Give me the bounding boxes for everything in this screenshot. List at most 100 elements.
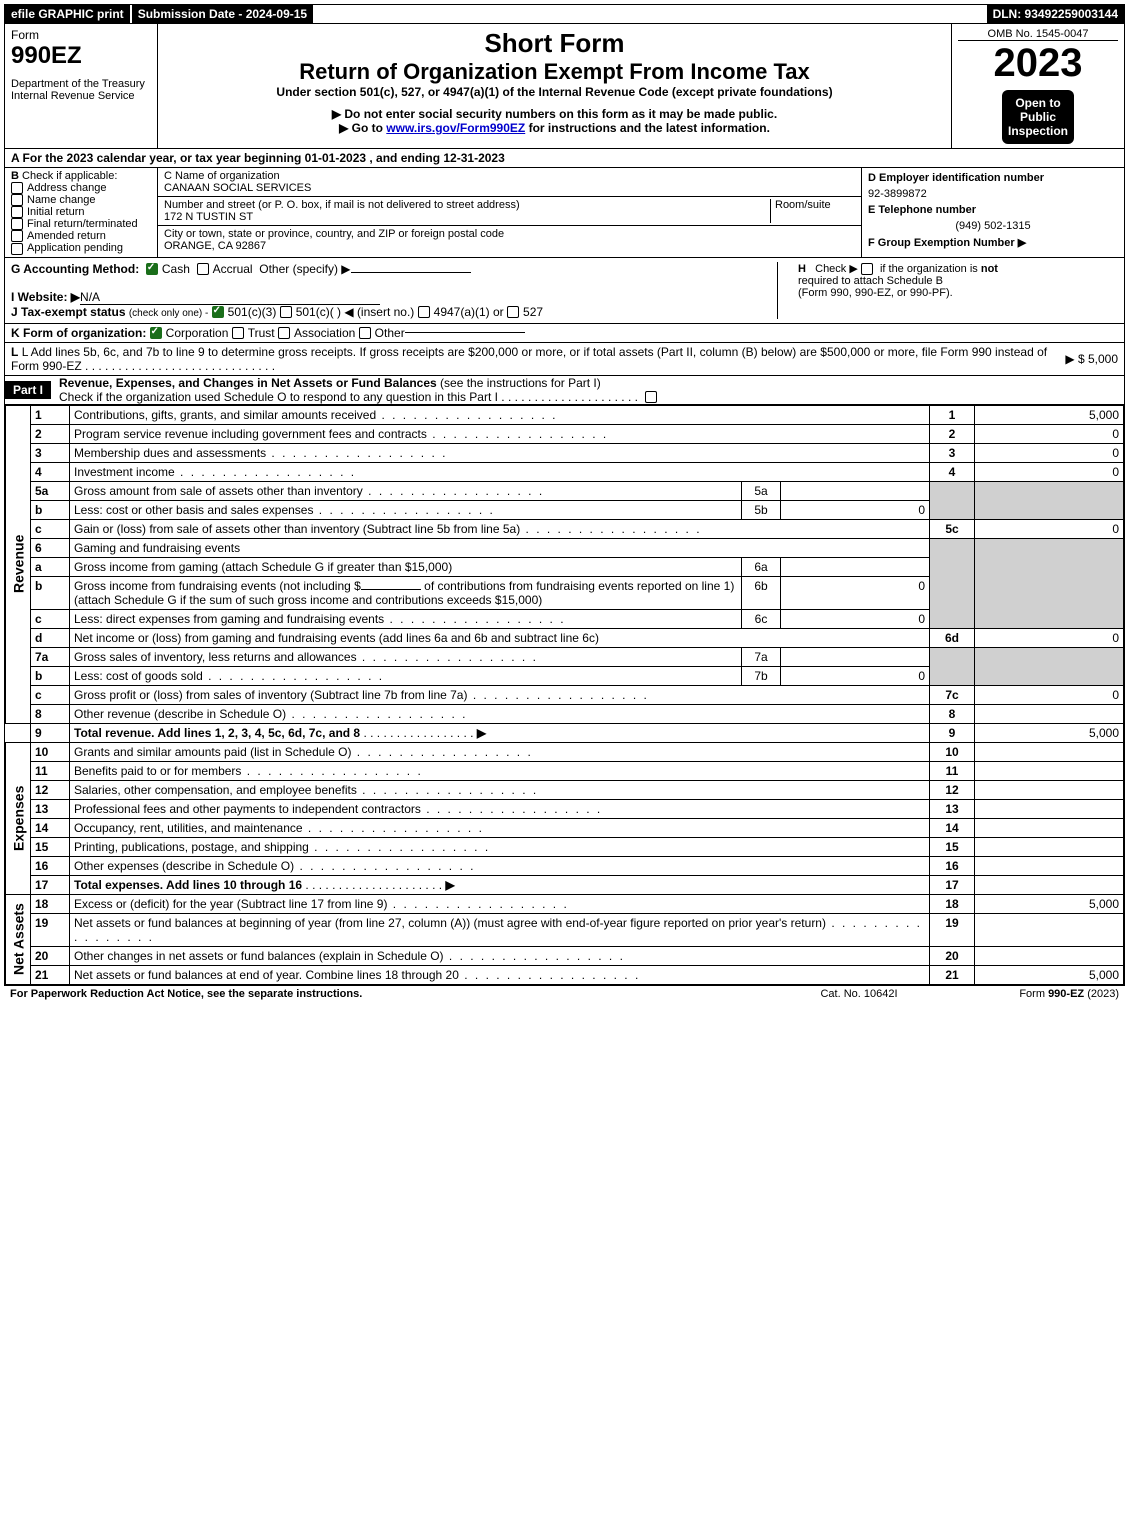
footer-form-ref: Form 990-EZ (2023) xyxy=(959,988,1119,1000)
shaded-cell xyxy=(930,538,975,628)
line-8-desc: Other revenue (describe in Schedule O) xyxy=(70,704,930,723)
line-7c-val: 0 xyxy=(975,685,1124,704)
website-value: N/A xyxy=(80,290,380,305)
net-assets-side-label: Net Assets xyxy=(6,894,31,984)
line-17-val xyxy=(975,875,1124,894)
part-1-check-line: Check if the organization used Schedule … xyxy=(59,390,498,404)
line-5b-desc: Less: cost or other basis and sales expe… xyxy=(70,500,742,519)
k-opt0: Corporation xyxy=(166,326,229,340)
checkbox-527[interactable] xyxy=(507,306,519,318)
checkbox-amended-return[interactable] xyxy=(11,230,23,242)
line-6c-desc: Less: direct expenses from gaming and fu… xyxy=(70,609,742,628)
checkbox-final-return[interactable] xyxy=(11,218,23,230)
table-row: 3 Membership dues and assessments 3 0 xyxy=(6,443,1124,462)
table-row: 20 Other changes in net assets or fund b… xyxy=(6,946,1124,965)
shaded-cell xyxy=(930,481,975,519)
line-13-desc: Professional fees and other payments to … xyxy=(70,799,930,818)
line-7b-subval: 0 xyxy=(781,666,930,685)
footer-right-bold: 990-EZ xyxy=(1048,988,1084,1000)
checkbox-accrual[interactable] xyxy=(197,263,209,275)
org-name-cell: C Name of organization CANAAN SOCIAL SER… xyxy=(158,168,861,197)
tax-exempt-status-row: J Tax-exempt status (check only one) - 5… xyxy=(11,305,777,319)
irs-link[interactable]: www.irs.gov/Form990EZ xyxy=(386,121,525,135)
line-6b-blank[interactable] xyxy=(361,589,421,590)
line-6d-desc: Net income or (loss) from gaming and fun… xyxy=(70,628,930,647)
i-label: I Website: ▶ xyxy=(11,290,80,304)
line-5b-sub: 5b xyxy=(742,500,781,519)
line-1-box: 1 xyxy=(930,405,975,424)
line-14-val xyxy=(975,818,1124,837)
line-8-val xyxy=(975,704,1124,723)
city-value: ORANGE, CA 92867 xyxy=(164,240,266,252)
line-14-desc: Occupancy, rent, utilities, and maintena… xyxy=(70,818,930,837)
line-18-val: 5,000 xyxy=(975,894,1124,913)
cb-label-2: Initial return xyxy=(27,206,84,218)
table-row: 16 Other expenses (describe in Schedule … xyxy=(6,856,1124,875)
checkbox-other-org[interactable] xyxy=(359,327,371,339)
cb-label-5: Application pending xyxy=(27,242,123,254)
goto-post: for instructions and the latest informat… xyxy=(525,121,770,135)
h-text4: required to attach Schedule B xyxy=(798,275,943,287)
table-row: 14 Occupancy, rent, utilities, and maint… xyxy=(6,818,1124,837)
city-label: City or town, state or province, country… xyxy=(164,228,504,240)
line-8-box: 8 xyxy=(930,704,975,723)
other-specify-line[interactable] xyxy=(351,272,471,273)
checkbox-association[interactable] xyxy=(278,327,290,339)
k-label: K Form of organization: xyxy=(11,326,146,340)
line-19-val xyxy=(975,913,1124,946)
line-9-box: 9 xyxy=(930,723,975,742)
checkbox-schedule-b[interactable] xyxy=(861,263,873,275)
line-19-box: 19 xyxy=(930,913,975,946)
header-right-column: OMB No. 1545-0047 2023 Open to Public In… xyxy=(951,24,1124,148)
line-6-desc: Gaming and fundraising events xyxy=(70,538,930,557)
efile-print-button[interactable]: efile GRAPHIC print xyxy=(5,5,130,23)
form-label: Form xyxy=(11,28,151,42)
line-5c-val: 0 xyxy=(975,519,1124,538)
line-20-val xyxy=(975,946,1124,965)
line-9-bold: Total revenue. Add lines 1, 2, 3, 4, 5c,… xyxy=(74,726,360,740)
checkbox-4947[interactable] xyxy=(418,306,430,318)
part-1-sub: (see the instructions for Part I) xyxy=(440,376,601,390)
checkbox-application-pending[interactable] xyxy=(11,243,23,255)
section-c-org-details: C Name of organization CANAAN SOCIAL SER… xyxy=(158,168,862,257)
line-9-val: 5,000 xyxy=(975,723,1124,742)
table-row: Net Assets 18 Excess or (deficit) for th… xyxy=(6,894,1124,913)
open-line3: Inspection xyxy=(1008,124,1068,138)
line-6b-subval: 0 xyxy=(781,576,930,609)
org-info-grid: B Check if applicable: Address change Na… xyxy=(4,168,1125,258)
k-opt1: Trust xyxy=(248,326,275,340)
checkbox-name-change[interactable] xyxy=(11,194,23,206)
open-line1: Open to xyxy=(1008,96,1068,110)
checkbox-cash[interactable] xyxy=(146,263,158,275)
line-5c-desc: Gain or (loss) from sale of assets other… xyxy=(70,519,930,538)
line-21-val: 5,000 xyxy=(975,965,1124,984)
line-3-box: 3 xyxy=(930,443,975,462)
cb-label-4: Amended return xyxy=(27,230,106,242)
return-title: Return of Organization Exempt From Incom… xyxy=(164,59,945,85)
other-org-line[interactable] xyxy=(405,332,525,333)
line-16-desc: Other expenses (describe in Schedule O) xyxy=(70,856,930,875)
footer-right-pre: Form xyxy=(1019,988,1048,1000)
line-6c-sub: 6c xyxy=(742,609,781,628)
line-21-desc: Net assets or fund balances at end of ye… xyxy=(70,965,930,984)
line-4-val: 0 xyxy=(975,462,1124,481)
checkbox-address-change[interactable] xyxy=(11,182,23,194)
checkbox-501c3[interactable] xyxy=(212,306,224,318)
checkbox-trust[interactable] xyxy=(232,327,244,339)
j-opt2: 501(c)( ) ◀ (insert no.) xyxy=(296,305,415,319)
ein-label: D Employer identification number xyxy=(868,172,1044,184)
line-3-val: 0 xyxy=(975,443,1124,462)
omb-number: OMB No. 1545-0047 xyxy=(958,28,1118,41)
checkbox-schedule-o[interactable] xyxy=(645,391,657,403)
goto-pre: ▶ Go to xyxy=(339,121,386,135)
table-row: 12 Salaries, other compensation, and emp… xyxy=(6,780,1124,799)
checkbox-501c[interactable] xyxy=(280,306,292,318)
checkbox-initial-return[interactable] xyxy=(11,206,23,218)
line-7b-sub: 7b xyxy=(742,666,781,685)
page-footer: For Paperwork Reduction Act Notice, see … xyxy=(4,986,1125,1002)
g-label: G Accounting Method: xyxy=(11,262,139,276)
k-opt3: Other xyxy=(375,326,405,340)
line-17-bold: Total expenses. Add lines 10 through 16 xyxy=(74,878,302,892)
checkbox-corporation[interactable] xyxy=(150,327,162,339)
website-row: I Website: ▶N/A xyxy=(11,290,777,305)
